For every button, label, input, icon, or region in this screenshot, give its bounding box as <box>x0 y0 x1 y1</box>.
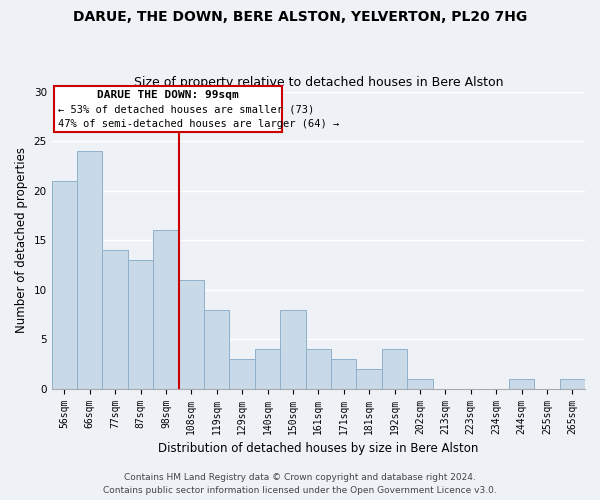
Text: 47% of semi-detached houses are larger (64) →: 47% of semi-detached houses are larger (… <box>58 119 339 129</box>
Text: ← 53% of detached houses are smaller (73): ← 53% of detached houses are smaller (73… <box>58 105 314 115</box>
FancyBboxPatch shape <box>53 86 281 132</box>
Bar <box>331 359 356 388</box>
Bar <box>229 359 255 388</box>
Text: Contains HM Land Registry data © Crown copyright and database right 2024.
Contai: Contains HM Land Registry data © Crown c… <box>103 473 497 495</box>
Text: DARUE THE DOWN: 99sqm: DARUE THE DOWN: 99sqm <box>97 90 238 100</box>
Y-axis label: Number of detached properties: Number of detached properties <box>15 148 28 334</box>
Bar <box>305 349 331 389</box>
Bar <box>382 349 407 389</box>
Bar <box>407 379 433 388</box>
Bar <box>77 152 103 388</box>
Bar <box>356 369 382 388</box>
Bar <box>560 379 585 388</box>
Bar <box>179 280 204 388</box>
Bar <box>128 260 153 388</box>
Bar <box>52 181 77 388</box>
Bar <box>103 250 128 388</box>
Title: Size of property relative to detached houses in Bere Alston: Size of property relative to detached ho… <box>134 76 503 90</box>
Bar <box>509 379 534 388</box>
Bar <box>153 230 179 388</box>
Bar <box>280 310 305 388</box>
Text: DARUE, THE DOWN, BERE ALSTON, YELVERTON, PL20 7HG: DARUE, THE DOWN, BERE ALSTON, YELVERTON,… <box>73 10 527 24</box>
Bar <box>204 310 229 388</box>
Bar <box>255 349 280 389</box>
X-axis label: Distribution of detached houses by size in Bere Alston: Distribution of detached houses by size … <box>158 442 479 455</box>
